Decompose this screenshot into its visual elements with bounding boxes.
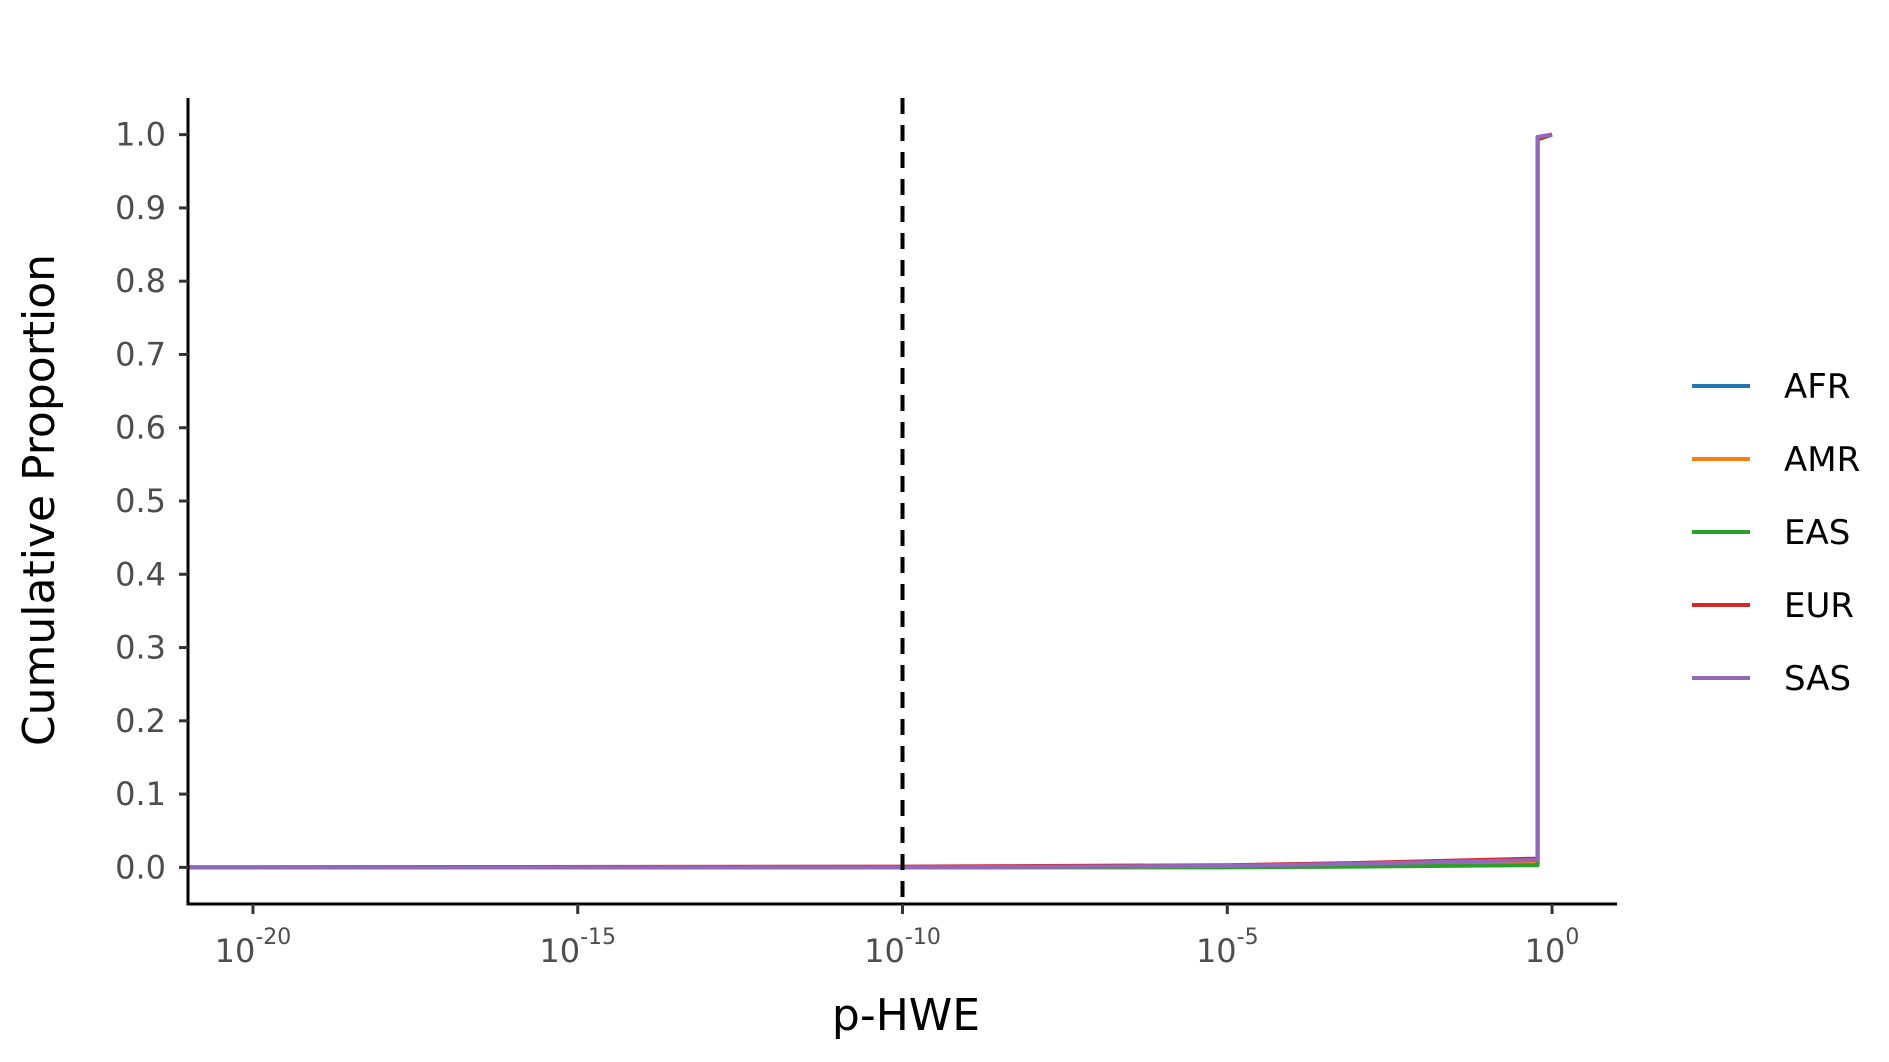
legend-label: EUR — [1784, 586, 1854, 626]
x-tick-label: 100 — [1525, 925, 1580, 970]
y-tick-label: 0.3 — [115, 629, 166, 667]
y-tick-label: 0.6 — [115, 409, 166, 447]
y-tick-label: 0.8 — [115, 262, 166, 300]
legend-item-amr: AMR — [1692, 440, 1860, 480]
legend-label: AFR — [1784, 367, 1850, 407]
y-tick-label: 0.1 — [115, 775, 166, 813]
y-tick-label: 0.7 — [115, 335, 166, 373]
y-tick-label: 0.4 — [115, 555, 166, 593]
y-axis-title: Cumulative Proportion — [14, 254, 65, 746]
legend-item-eas: EAS — [1692, 513, 1850, 553]
legend-item-eur: EUR — [1692, 586, 1854, 626]
y-tick-label: 0.2 — [115, 702, 166, 740]
x-tick-label: 10-5 — [1196, 925, 1259, 970]
legend-item-afr: AFR — [1692, 367, 1850, 407]
y-tick-label: 0.0 — [115, 848, 166, 886]
legend-label: EAS — [1784, 513, 1850, 553]
legend: AFR AMR EAS EUR SAS — [1692, 367, 1860, 699]
y-tick-label: 0.5 — [115, 482, 166, 520]
x-axis-title: p-HWE — [832, 990, 980, 1041]
legend-label: SAS — [1784, 659, 1851, 699]
x-tick-label: 10-20 — [215, 925, 292, 970]
axes-layer: 0.0 0.1 0.2 0.3 0.4 0.5 0.6 0.7 0.8 0.9 1.0 10-20 10… — [115, 98, 1617, 970]
y-tick-label: 0.9 — [115, 189, 166, 227]
legend-label: AMR — [1784, 440, 1860, 480]
x-tick-label: 10-10 — [864, 925, 941, 970]
legend-item-sas: SAS — [1692, 659, 1851, 699]
x-tick-label: 10-15 — [539, 925, 616, 970]
y-tick-label: 1.0 — [115, 116, 166, 154]
